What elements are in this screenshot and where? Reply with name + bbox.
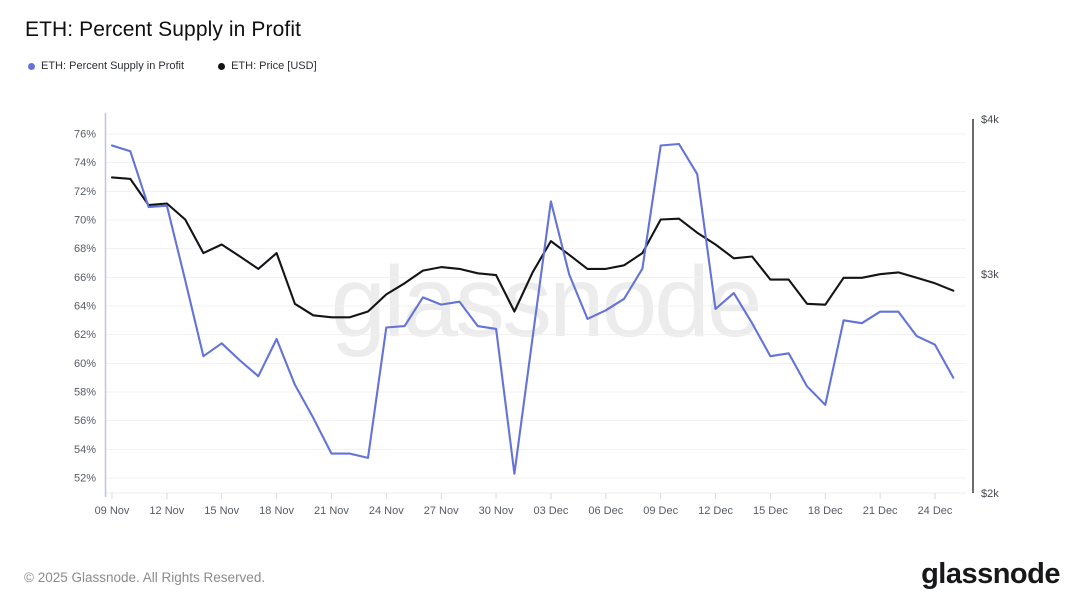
svg-text:27 Nov: 27 Nov [424,505,459,517]
price-axis: $4k $3k $2k [972,114,999,500]
percent-axis-labels: 76% 74% 72% 70% 68% 66% 64% 62% 60% 58% 56% 54% 52% [74,129,96,485]
svg-text:74%: 74% [74,157,96,169]
svg-text:62%: 62% [74,329,96,341]
legend-dot-price-icon [218,62,226,70]
svg-text:09 Dec: 09 Dec [643,505,678,517]
svg-text:24 Nov: 24 Nov [369,505,404,517]
legend-item-price[interactable]: ETH: Price [USD] [218,60,317,72]
svg-text:18 Dec: 18 Dec [808,505,843,517]
svg-text:03 Dec: 03 Dec [534,505,569,517]
svg-text:06 Dec: 06 Dec [588,505,623,517]
svg-text:30 Nov: 30 Nov [479,505,514,517]
svg-text:54%: 54% [74,444,96,456]
series-line-percent-supply-in-profit [110,142,955,475]
watermark-text: glassnode [331,246,760,358]
svg-text:$3k: $3k [981,269,999,281]
svg-text:58%: 58% [74,386,96,398]
svg-text:72%: 72% [74,186,96,198]
svg-text:21 Dec: 21 Dec [863,505,898,517]
legend-item-percent-supply[interactable]: ETH: Percent Supply in Profit [28,60,184,72]
svg-text:09 Nov: 09 Nov [95,505,130,517]
legend-label-price: ETH: Price [USD] [231,60,317,72]
svg-text:76%: 76% [74,129,96,141]
svg-text:68%: 68% [74,243,96,255]
legend-dot-percent-supply-icon [28,62,35,70]
svg-text:15 Nov: 15 Nov [204,505,239,517]
svg-text:52%: 52% [74,472,96,484]
svg-text:24 Dec: 24 Dec [918,505,953,517]
svg-text:70%: 70% [74,214,96,226]
svg-text:56%: 56% [74,415,96,427]
legend-label-percent-supply: ETH: Percent Supply in Profit [41,60,185,72]
svg-text:60%: 60% [74,358,96,370]
svg-text:15 Dec: 15 Dec [753,505,788,517]
footer-copyright: © 2025 Glassnode. All Rights Reserved. [24,570,266,585]
series-line-eth-price [110,176,955,319]
svg-text:$4k: $4k [981,114,999,126]
date-axis-labels: 09 Nov 12 Nov 15 Nov 18 Nov 21 Nov 24 Nov 27 N… [95,493,953,517]
svg-text:64%: 64% [74,300,96,312]
page-title: ETH: Percent Supply in Profit [25,18,302,41]
svg-text:$2k: $2k [981,488,999,500]
svg-text:12 Dec: 12 Dec [698,505,733,517]
svg-text:21 Nov: 21 Nov [314,505,349,517]
svg-text:12 Nov: 12 Nov [149,505,184,517]
svg-text:66%: 66% [74,272,96,284]
glassnode-logo: glassnode [921,558,1060,590]
gridlines [105,133,966,494]
svg-text:18 Nov: 18 Nov [259,505,294,517]
legend: ETH: Percent Supply in Profit ETH: Price… [28,60,317,72]
